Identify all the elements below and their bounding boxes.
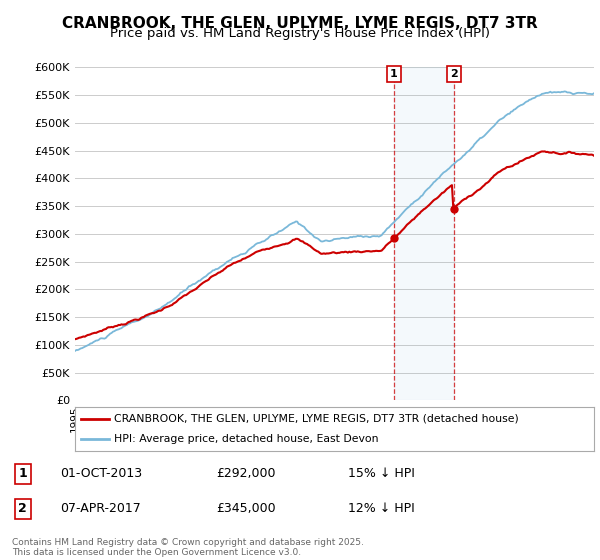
Bar	[394, 67, 454, 400]
Text: 1: 1	[19, 468, 27, 480]
Text: Price paid vs. HM Land Registry's House Price Index (HPI): Price paid vs. HM Land Registry's House …	[110, 27, 490, 40]
Text: 12% ↓ HPI: 12% ↓ HPI	[348, 502, 415, 515]
Text: 2: 2	[19, 502, 27, 515]
Text: 15% ↓ HPI: 15% ↓ HPI	[348, 468, 415, 480]
Text: CRANBROOK, THE GLEN, UPLYME, LYME REGIS, DT7 3TR: CRANBROOK, THE GLEN, UPLYME, LYME REGIS,…	[62, 16, 538, 31]
Text: £345,000: £345,000	[216, 502, 275, 515]
Text: £292,000: £292,000	[216, 468, 275, 480]
Text: 2: 2	[450, 69, 458, 79]
Text: HPI: Average price, detached house, East Devon: HPI: Average price, detached house, East…	[114, 434, 379, 444]
Text: Contains HM Land Registry data © Crown copyright and database right 2025.
This d: Contains HM Land Registry data © Crown c…	[12, 538, 364, 557]
Text: 1: 1	[390, 69, 398, 79]
Text: 01-OCT-2013: 01-OCT-2013	[60, 468, 142, 480]
Text: CRANBROOK, THE GLEN, UPLYME, LYME REGIS, DT7 3TR (detached house): CRANBROOK, THE GLEN, UPLYME, LYME REGIS,…	[114, 414, 518, 424]
Text: 07-APR-2017: 07-APR-2017	[60, 502, 141, 515]
